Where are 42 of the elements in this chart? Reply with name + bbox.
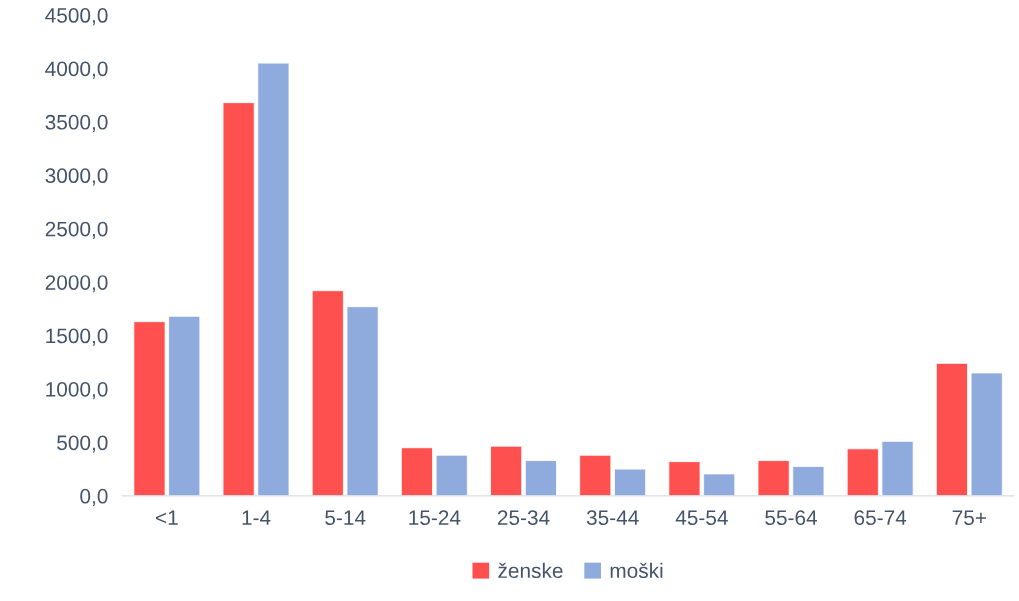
y-tick-label: 1500,0: [46, 328, 108, 346]
bar: [792, 466, 825, 496]
legend-label: ženske: [498, 562, 563, 579]
y-tick-label: 4500,0: [45, 8, 108, 26]
bar: [257, 62, 290, 496]
bar: [168, 315, 201, 496]
legend-label: moški: [610, 562, 663, 579]
x-tick-label: 5-14: [325, 510, 366, 526]
x-tick-label: 55-64: [765, 510, 818, 526]
y-tick-label: 0,0: [80, 488, 108, 507]
y-tick-label: 3000,0: [45, 168, 108, 186]
x-tick-label: 65-74: [854, 510, 907, 526]
y-tick-label: 4000,0: [45, 61, 108, 79]
bar: [524, 460, 557, 496]
bar: [935, 362, 968, 496]
y-tick-label: 2500,0: [45, 221, 108, 239]
bar: [703, 473, 736, 496]
x-tick-label: 15-24: [409, 510, 461, 526]
x-tick-label: 35-44: [586, 510, 639, 526]
y-tick-label: 500,0: [57, 435, 108, 453]
x-tick-label: 1-4: [242, 510, 271, 525]
bar: [614, 468, 647, 496]
bar: [222, 102, 255, 496]
bar: [970, 372, 1003, 496]
x-tick-label: 75+: [952, 510, 986, 526]
bar: [311, 290, 344, 496]
y-tick-label: 1000,0: [46, 381, 108, 400]
x-tick-label: 45-54: [675, 510, 728, 526]
bar: [757, 460, 790, 496]
y-tick-label: 3500,0: [45, 114, 108, 133]
bar: [668, 461, 701, 496]
bar: [490, 445, 523, 496]
y-tick-label: 2000,0: [45, 275, 108, 293]
bar: [346, 306, 379, 496]
bar: [435, 454, 468, 496]
bar: [846, 448, 879, 496]
x-tick-label: 25-34: [497, 510, 550, 526]
bar: [579, 454, 612, 496]
bar: [881, 440, 914, 496]
bar: [400, 447, 433, 496]
x-tick-label: <1: [156, 510, 178, 525]
bar: [133, 321, 166, 496]
